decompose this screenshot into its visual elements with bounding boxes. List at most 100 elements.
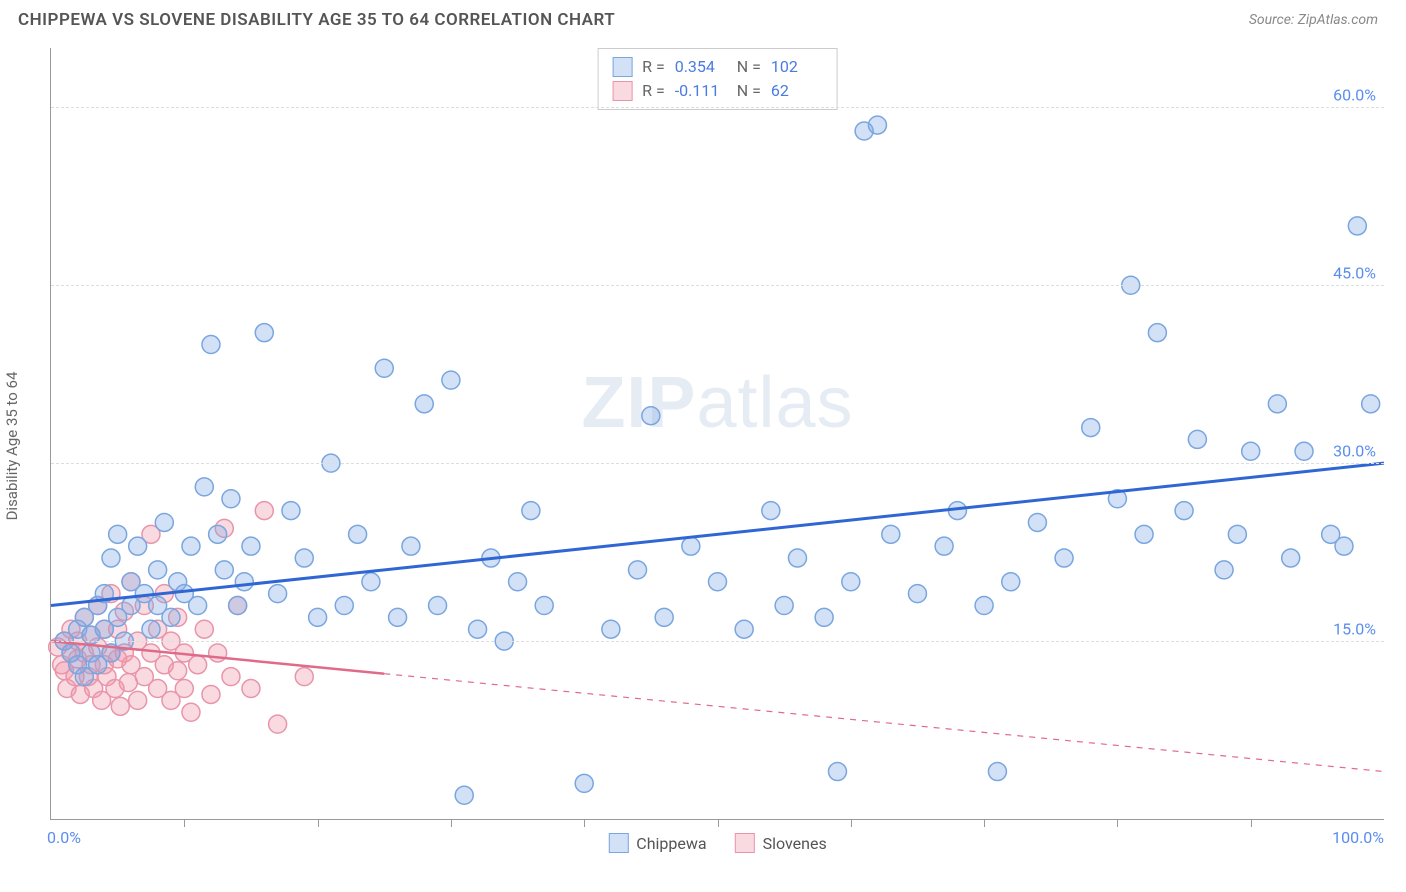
- scatter-point: [535, 596, 553, 614]
- x-tick: [584, 819, 585, 827]
- scatter-point: [509, 573, 527, 591]
- scatter-point: [709, 573, 727, 591]
- stat-r-label: R =: [642, 79, 665, 103]
- scatter-point: [682, 537, 700, 555]
- gridline: [51, 641, 1384, 642]
- x-tick: [984, 819, 985, 827]
- y-tick-label: 60.0%: [1327, 86, 1376, 105]
- scatter-point: [269, 715, 287, 733]
- scatter-point: [209, 525, 227, 543]
- scatter-point: [102, 549, 120, 567]
- scatter-point: [935, 537, 953, 555]
- stats-row-slovenes: R = -0.111 N = 62: [612, 79, 823, 103]
- scatter-point: [255, 502, 273, 520]
- scatter-point: [828, 763, 846, 781]
- plot-container: ZIPatlas R = 0.354 N = 102 R = -0.111 N …: [50, 48, 1384, 820]
- scatter-point: [295, 668, 313, 686]
- scatter-point: [1082, 419, 1100, 437]
- x-tick: [718, 819, 719, 827]
- gridline: [51, 463, 1384, 464]
- stat-r-slovenes: -0.111: [675, 79, 727, 103]
- header-bar: CHIPPEWA VS SLOVENE DISABILITY AGE 35 TO…: [0, 0, 1406, 36]
- scatter-point: [111, 697, 129, 715]
- scatter-point: [775, 596, 793, 614]
- scatter-point: [402, 537, 420, 555]
- series-legend: Chippewa Slovenes: [608, 833, 826, 853]
- scatter-svg: [51, 48, 1384, 819]
- scatter-point: [295, 549, 313, 567]
- legend-swatch-chippewa: [608, 833, 628, 853]
- scatter-point: [1028, 513, 1046, 531]
- scatter-point: [1215, 561, 1233, 579]
- scatter-point: [602, 620, 620, 638]
- scatter-point: [788, 549, 806, 567]
- y-tick-label: 45.0%: [1327, 264, 1376, 283]
- scatter-point: [162, 608, 180, 626]
- scatter-point: [815, 608, 833, 626]
- scatter-point: [842, 573, 860, 591]
- scatter-point: [129, 691, 147, 709]
- stat-n-label: N =: [737, 79, 761, 103]
- scatter-point: [389, 608, 407, 626]
- gridline: [51, 285, 1384, 286]
- correlation-stats-box: R = 0.354 N = 102 R = -0.111 N = 62: [597, 48, 838, 110]
- scatter-point: [1348, 217, 1366, 235]
- scatter-point: [1335, 537, 1353, 555]
- stat-r-label: R =: [642, 55, 665, 79]
- scatter-point: [129, 537, 147, 555]
- scatter-point: [1242, 442, 1260, 460]
- scatter-point: [1362, 395, 1380, 413]
- scatter-point: [269, 585, 287, 603]
- scatter-point: [335, 596, 353, 614]
- legend-label-slovenes: Slovenes: [763, 834, 827, 853]
- scatter-point: [189, 656, 207, 674]
- x-tick: [851, 819, 852, 827]
- scatter-point: [255, 324, 273, 342]
- scatter-point: [375, 359, 393, 377]
- x-axis-max-label: 100.0%: [1332, 828, 1384, 847]
- x-tick: [451, 819, 452, 827]
- stat-n-slovenes: 62: [771, 79, 823, 103]
- scatter-point: [988, 763, 1006, 781]
- scatter-point: [362, 573, 380, 591]
- plot-area: ZIPatlas R = 0.354 N = 102 R = -0.111 N …: [50, 48, 1384, 820]
- scatter-point: [629, 561, 647, 579]
- scatter-point: [175, 680, 193, 698]
- scatter-point: [442, 371, 460, 389]
- scatter-point: [1175, 502, 1193, 520]
- scatter-point: [575, 774, 593, 792]
- scatter-point: [469, 620, 487, 638]
- y-axis-label: Disability Age 35 to 64: [3, 372, 21, 521]
- scatter-point: [1268, 395, 1286, 413]
- stat-n-label: N =: [737, 55, 761, 79]
- scatter-point: [309, 608, 327, 626]
- legend-label-chippewa: Chippewa: [636, 834, 706, 853]
- scatter-point: [215, 561, 233, 579]
- chart-title: CHIPPEWA VS SLOVENE DISABILITY AGE 35 TO…: [18, 10, 615, 30]
- scatter-point: [182, 537, 200, 555]
- swatch-slovenes: [612, 81, 632, 101]
- swatch-chippewa: [612, 57, 632, 77]
- scatter-point: [975, 596, 993, 614]
- scatter-point: [1055, 549, 1073, 567]
- scatter-point: [429, 596, 447, 614]
- scatter-point: [242, 537, 260, 555]
- source-attribution: Source: ZipAtlas.com: [1249, 12, 1378, 28]
- scatter-point: [868, 116, 886, 134]
- scatter-point: [1282, 549, 1300, 567]
- legend-swatch-slovenes: [735, 833, 755, 853]
- y-tick-label: 30.0%: [1327, 442, 1376, 461]
- legend-item-chippewa: Chippewa: [608, 833, 706, 853]
- scatter-point: [222, 668, 240, 686]
- scatter-point: [349, 525, 367, 543]
- legend-item-slovenes: Slovenes: [735, 833, 827, 853]
- source-name: ZipAtlas.com: [1298, 12, 1378, 28]
- x-tick: [1117, 819, 1118, 827]
- scatter-point: [222, 490, 240, 508]
- stats-row-chippewa: R = 0.354 N = 102: [612, 55, 823, 79]
- source-prefix: Source:: [1249, 12, 1298, 28]
- x-tick: [318, 819, 319, 827]
- stat-r-chippewa: 0.354: [675, 55, 727, 79]
- scatter-point: [155, 513, 173, 531]
- scatter-point: [908, 585, 926, 603]
